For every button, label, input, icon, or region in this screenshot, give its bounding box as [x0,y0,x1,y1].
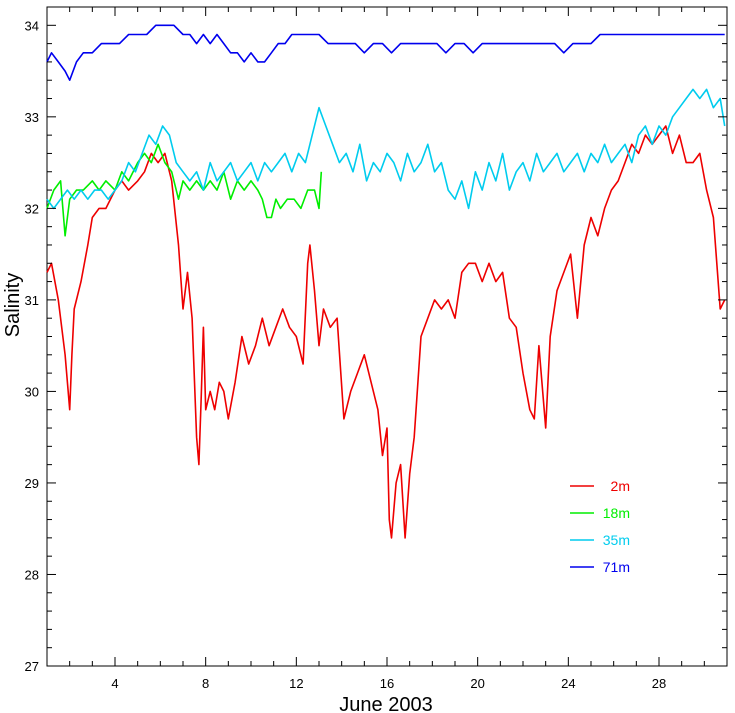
x-tick-label: 24 [561,676,575,691]
series-line-18m [46,143,323,237]
legend-label-71m: 71m [603,559,630,575]
legend-label-35m: 35m [603,532,630,548]
x-tick-label: 20 [470,676,484,691]
x-tick-label: 12 [289,676,303,691]
y-axis-title: Salinity [2,273,24,337]
x-tick-label: 16 [380,676,394,691]
series-line-2m [46,125,726,539]
series-line-71m [46,24,725,81]
x-tick-label: 4 [111,676,118,691]
legend-label-18m: 18m [603,505,630,521]
y-tick-label: 33 [25,110,39,125]
x-tick-label: 8 [202,676,209,691]
y-tick-label: 27 [25,659,39,674]
y-tick-label: 32 [25,201,39,216]
legend-label-2m: 2m [611,478,630,494]
y-tick-label: 31 [25,293,39,308]
y-tick-label: 30 [25,384,39,399]
y-tick-label: 28 [25,567,39,582]
x-tick-label: 28 [652,676,666,691]
y-tick-label: 34 [25,18,39,33]
y-tick-label: 29 [25,476,39,491]
legend: 2m 18m 35m 71m [570,478,630,575]
x-axis-ticks: 4 8 12 16 20 24 28 [46,7,728,691]
series-line-35m [46,88,726,210]
y-axis-ticks: 27 28 29 30 31 32 33 34 [25,18,727,674]
series-layer [46,24,726,539]
x-axis-title: June 2003 [339,694,432,713]
